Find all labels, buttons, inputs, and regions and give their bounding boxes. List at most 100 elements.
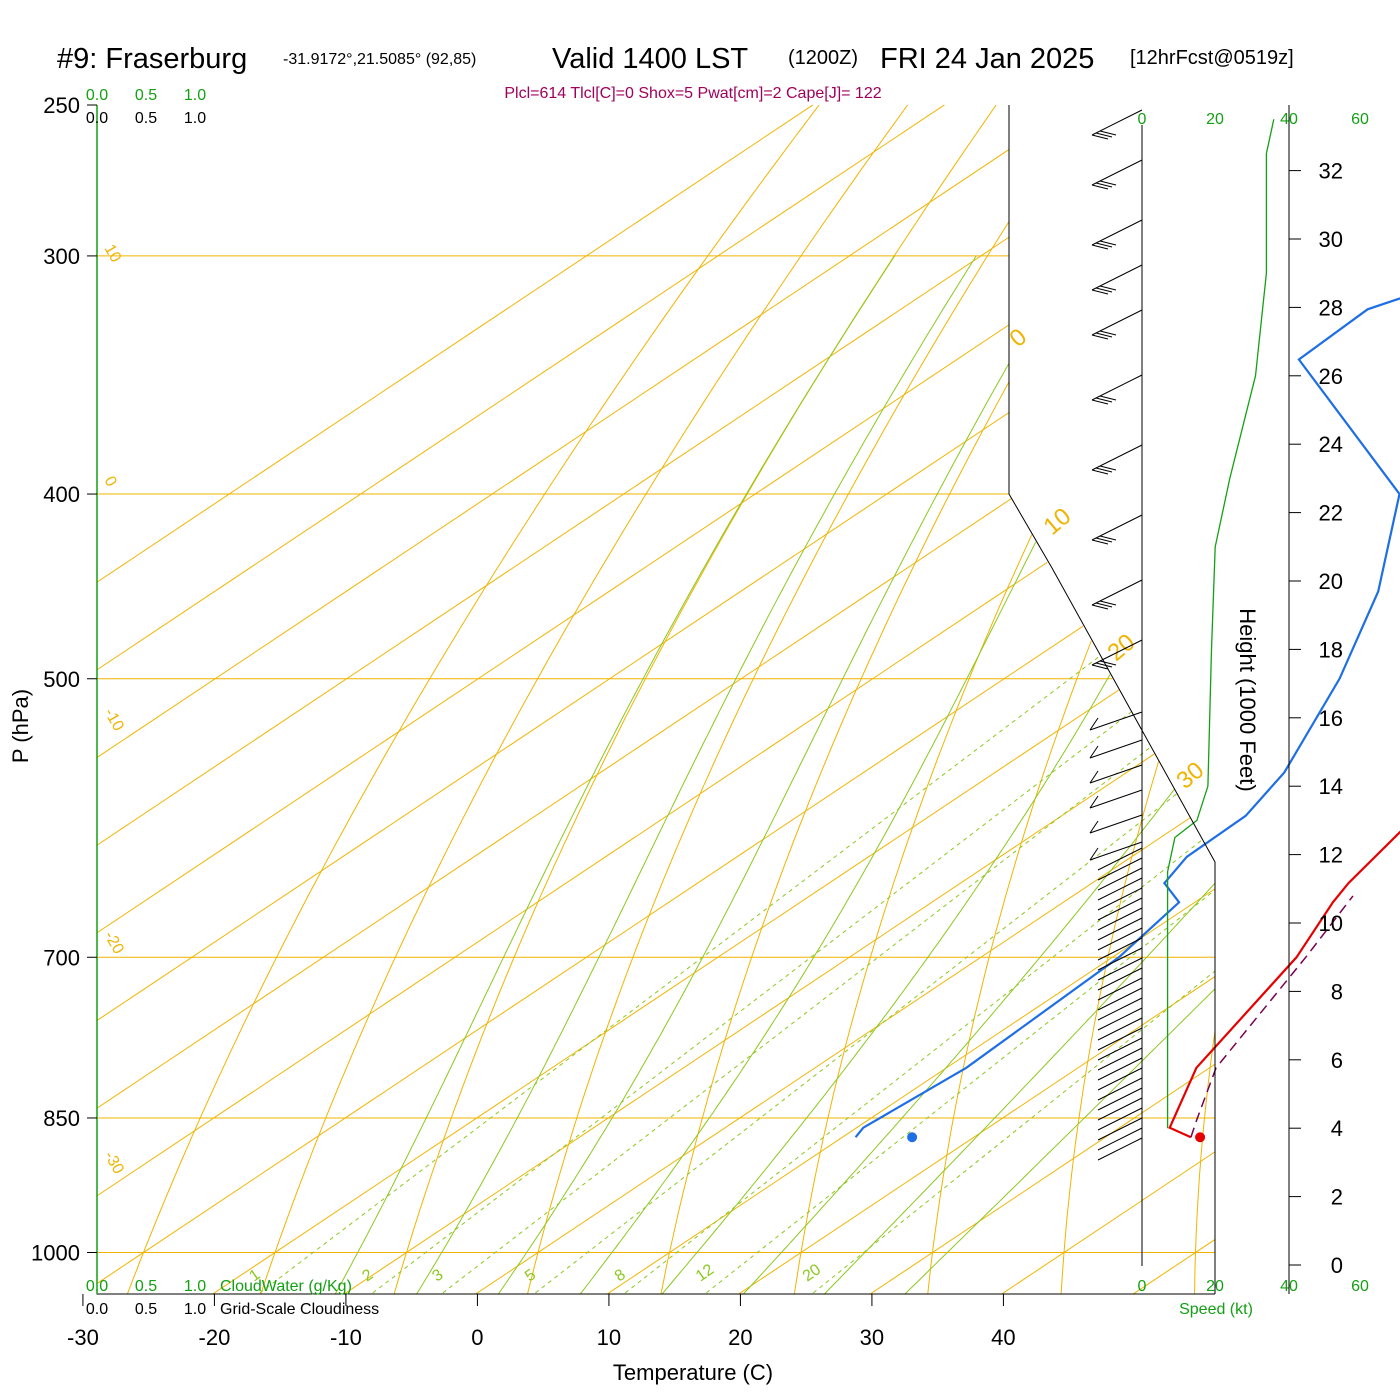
wind-barb: [1097, 887, 1143, 911]
isotherm-line: [156, 105, 1215, 1294]
station-coords: -31.9172°,21.5085° (92,85): [283, 51, 476, 68]
wind-barb-flag: [1099, 285, 1117, 291]
bottom-cloudwater-tick: 0.5: [135, 1278, 157, 1295]
wind-barb: [1097, 1127, 1143, 1151]
top-cloudwater-tick: 0.0: [86, 87, 108, 104]
x-tick-label: 30: [860, 1325, 884, 1350]
mixing-ratio-label: 8: [612, 1266, 629, 1285]
wind-barb-flag: [1095, 397, 1113, 403]
wind-barb: [1091, 514, 1143, 541]
p-tick-label: 400: [43, 482, 80, 507]
wind-barb: [1097, 1067, 1143, 1091]
wind-barb: [1097, 937, 1143, 961]
wind-barb: [1091, 109, 1143, 136]
isotherm-line: [550, 105, 1215, 1294]
height-tick-label: 22: [1319, 501, 1343, 526]
wind-barb: [1097, 877, 1143, 901]
height-tick-label: 14: [1319, 774, 1343, 799]
mixing-ratio-line: [535, 493, 1215, 1294]
wind-barb-flag: [1099, 535, 1117, 541]
moist-adiabat: [471, 255, 1073, 1294]
wind-speed-profile-line: [1166, 119, 1275, 1129]
wind-barb-flag: [1089, 717, 1099, 731]
mixing-ratio-label: 20: [800, 1261, 824, 1285]
wind-barbs: [1089, 109, 1275, 1161]
p-tick-label: 500: [43, 667, 80, 692]
wind-barb-flag: [1095, 332, 1113, 338]
wind-barb: [1097, 987, 1143, 1011]
wind-barb: [1097, 1047, 1143, 1071]
wind-barb-flag: [1091, 539, 1109, 545]
cloudiness-label: Grid-Scale Cloudiness: [220, 1301, 379, 1318]
wind-barb-flag: [1095, 602, 1113, 608]
p-tick-label: 850: [43, 1106, 80, 1131]
bottom-cloudiness-tick: 1.0: [184, 1301, 206, 1318]
wind-barb: [1097, 1017, 1143, 1041]
height-tick-label: 12: [1319, 843, 1343, 868]
wind-barb: [1097, 917, 1143, 941]
height-tick-label: 4: [1331, 1116, 1343, 1141]
p-tick-label: 250: [43, 93, 80, 118]
top-cloudiness-tick: 1.0: [184, 110, 206, 127]
wind-barb-flag: [1099, 130, 1117, 136]
moist-adiabat: [314, 255, 896, 1294]
wind-barb: [1097, 1007, 1143, 1031]
stability-indices: Plcl=614 Tlcl[C]=0 Shox=5 Pwat[cm]=2 Cap…: [504, 85, 881, 102]
mixing-ratio-label: 3: [429, 1266, 446, 1285]
isotherm-label: -30: [101, 1149, 127, 1178]
height-tick-label: 20: [1319, 569, 1343, 594]
isotherm-label: 30: [1172, 757, 1210, 795]
isotherm-label: -20: [101, 929, 127, 958]
isotherm-line: [287, 105, 1215, 1294]
surface-dewpoint-marker: [907, 1132, 918, 1143]
dewpoint-profile-line: [854, 297, 1400, 1138]
wind-barb: [1097, 1037, 1143, 1061]
parcel-profile-line: [1190, 895, 1354, 1138]
top-cloudiness-tick: 0.0: [86, 110, 108, 127]
mixing-ratio-line: [442, 493, 1215, 1294]
wind-barb-flag: [1099, 660, 1117, 666]
sounding-profiles: [854, 297, 1400, 1143]
wind-barb-flag: [1099, 330, 1117, 336]
wind-barb-flag: [1091, 289, 1109, 295]
wind-barb: [1097, 847, 1143, 871]
wind-barb: [1097, 857, 1143, 881]
plot-frame: [96, 105, 1215, 1295]
bottom-cloudiness-tick: 0.0: [86, 1301, 108, 1318]
speed-tick-top: 60: [1351, 111, 1369, 128]
x-tick-label: 10: [597, 1325, 621, 1350]
x-tick-label: 40: [991, 1325, 1015, 1350]
isotherm-line: [97, 105, 1215, 1294]
wind-barb-flag: [1091, 399, 1109, 405]
bottom-cloudiness-tick: 0.5: [135, 1301, 157, 1318]
height-tick-label: 24: [1319, 432, 1343, 457]
dry-adiabat: [112, 105, 846, 1294]
wind-barb: [1097, 947, 1143, 971]
dry-adiabat: [788, 105, 1215, 1294]
isotherm-line: [97, 105, 1215, 1294]
wind-barb: [1097, 997, 1143, 1021]
dry-adiabat: [1327, 71, 1400, 1331]
speed-tick-top: 20: [1206, 111, 1224, 128]
wind-barb: [1089, 814, 1143, 834]
wind-barb-flag: [1095, 287, 1113, 293]
height-tick-label: 10: [1319, 911, 1343, 936]
height-tick-label: 0: [1331, 1253, 1343, 1278]
height-tick-label: 32: [1319, 159, 1343, 184]
mixing-ratio-label: 12: [693, 1261, 717, 1285]
height-tick-label: 8: [1331, 979, 1343, 1004]
wind-barb: [1097, 897, 1143, 921]
x-tick-label: -30: [67, 1325, 99, 1350]
dry-adiabat: [248, 105, 933, 1294]
dry-adiabat: [518, 105, 1108, 1294]
moist-adiabat: [550, 255, 1188, 1294]
wind-barb: [1089, 789, 1143, 809]
wind-barb: [1091, 264, 1143, 291]
x-axis-label: Temperature (C): [613, 1360, 773, 1385]
wind-barb: [1097, 927, 1143, 951]
isotherm-line: [97, 105, 1215, 1294]
speed-axis-label: Speed (kt): [1179, 1301, 1253, 1318]
height-tick-label: 2: [1331, 1185, 1343, 1210]
isotherm-line: [97, 105, 1215, 1294]
